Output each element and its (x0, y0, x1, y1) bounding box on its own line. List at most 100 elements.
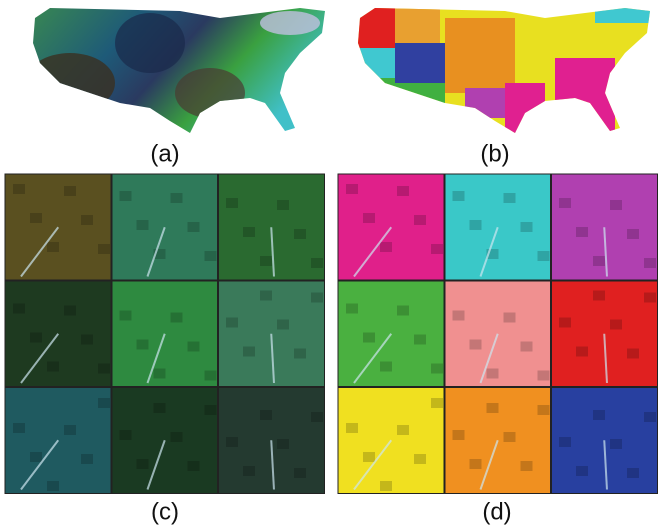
block (363, 452, 375, 462)
block (538, 405, 550, 415)
block (81, 215, 93, 225)
block (559, 437, 571, 447)
block (30, 213, 42, 223)
block (205, 251, 217, 261)
block (311, 412, 323, 422)
block (260, 291, 272, 301)
block (504, 313, 516, 323)
region (25, 53, 115, 113)
block (431, 364, 443, 374)
block (171, 313, 183, 323)
block (431, 398, 443, 408)
block (260, 256, 272, 266)
block (311, 258, 323, 268)
block (593, 256, 605, 266)
block (521, 342, 533, 352)
block (243, 466, 255, 476)
block (154, 369, 166, 379)
block (277, 320, 289, 330)
panel-c (5, 174, 325, 494)
block (627, 349, 639, 359)
block (81, 454, 93, 464)
block (363, 333, 375, 343)
block (294, 229, 306, 239)
block (226, 437, 238, 447)
block (380, 481, 392, 491)
block (13, 184, 25, 194)
region (505, 83, 545, 138)
block (346, 304, 358, 314)
block (627, 468, 639, 478)
region (445, 18, 515, 93)
block (120, 430, 132, 440)
block (277, 200, 289, 210)
block (576, 227, 588, 237)
block (188, 342, 200, 352)
block (576, 347, 588, 357)
block (470, 220, 482, 230)
block (414, 215, 426, 225)
block (30, 452, 42, 462)
map-b (355, 3, 655, 138)
block (470, 459, 482, 469)
block (593, 291, 605, 301)
block (47, 242, 59, 252)
block (414, 454, 426, 464)
region (355, 78, 445, 138)
block (627, 229, 639, 239)
block (260, 410, 272, 420)
block (521, 222, 533, 232)
block (30, 333, 42, 343)
block (64, 186, 76, 196)
block (243, 227, 255, 237)
block (81, 335, 93, 345)
block (559, 318, 571, 328)
block (453, 311, 465, 321)
region (465, 88, 505, 118)
block (644, 258, 656, 268)
panel-label: (d) (482, 498, 511, 525)
block (538, 371, 550, 381)
block (171, 432, 183, 442)
figure: (a) (b) (c) (d) (0, 0, 661, 529)
block (363, 213, 375, 223)
block (13, 304, 25, 314)
block (64, 425, 76, 435)
block (346, 184, 358, 194)
region (260, 11, 320, 35)
block (346, 423, 358, 433)
block (504, 432, 516, 442)
block (644, 293, 656, 303)
block (311, 293, 323, 303)
block (188, 222, 200, 232)
block (397, 186, 409, 196)
block (610, 439, 622, 449)
region (395, 3, 440, 43)
panel-label: (a) (150, 140, 179, 167)
region (355, 3, 395, 48)
block (47, 481, 59, 491)
block (98, 398, 110, 408)
block (188, 461, 200, 471)
region (355, 48, 395, 78)
block (380, 242, 392, 252)
block (453, 191, 465, 201)
block (277, 439, 289, 449)
region (595, 3, 655, 23)
block (226, 318, 238, 328)
block (98, 244, 110, 254)
block (470, 340, 482, 350)
panel-label: (b) (480, 140, 509, 167)
block (98, 364, 110, 374)
region (175, 68, 245, 118)
block (397, 306, 409, 316)
region (395, 43, 445, 83)
block (576, 466, 588, 476)
block (559, 198, 571, 208)
panel-d (338, 174, 658, 494)
block (294, 468, 306, 478)
block (47, 362, 59, 372)
region (555, 58, 615, 133)
block (453, 430, 465, 440)
block (593, 410, 605, 420)
